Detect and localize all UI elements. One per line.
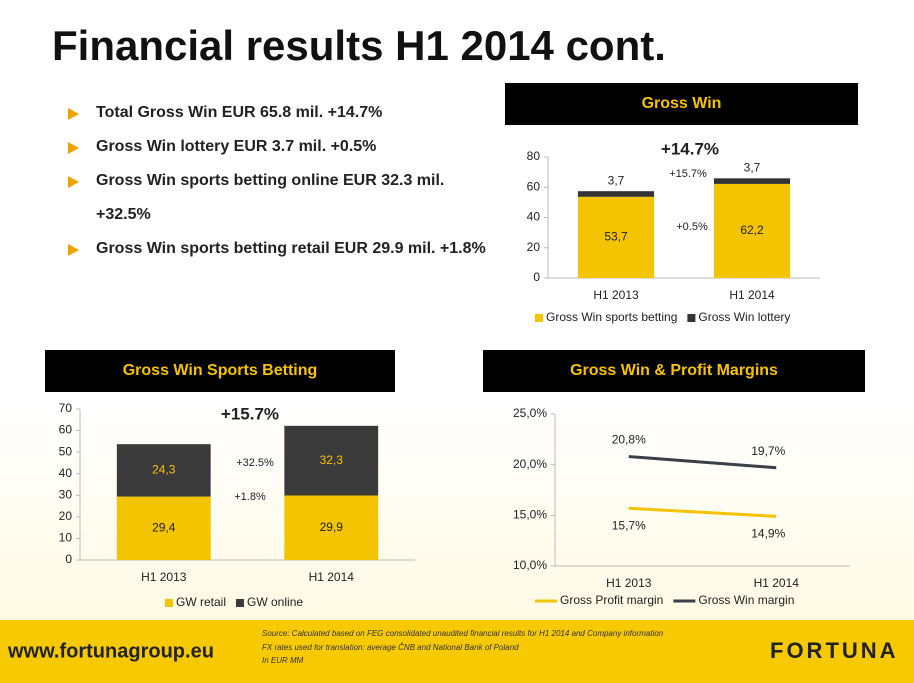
legend-swatch [535, 314, 543, 322]
bar-segment [713, 178, 791, 184]
x-tick-label: H1 2014 [754, 576, 800, 590]
bar-segment [577, 196, 655, 278]
bullet: Gross Win sports betting retail EUR 29.9… [66, 232, 486, 266]
value-label: 20,8% [612, 433, 646, 447]
legend-label: Gross Win lottery [698, 310, 790, 324]
x-tick-label: H1 2013 [141, 570, 187, 584]
y-tick-label: 0 [65, 552, 72, 566]
value-label: 14,9% [751, 527, 785, 541]
legend-label: GW retail [176, 595, 226, 609]
legend-label: GW online [247, 595, 303, 609]
website: www.fortunagroup.eu [7, 640, 214, 662]
value-label: 53,7 [604, 230, 628, 244]
legend-label: Gross Win sports betting [546, 310, 677, 324]
line [628, 455, 777, 470]
value-label: 62,2 [740, 223, 764, 237]
line [628, 506, 777, 518]
value-label: 19,7% [751, 444, 785, 458]
y-tick-label: 20 [59, 509, 73, 523]
y-tick-label: 70 [59, 401, 73, 415]
bar-segment [284, 425, 379, 496]
value-label: 3,7 [744, 160, 761, 174]
bullet: Gross Win lottery EUR 3.7 mil. +0.5% [66, 130, 486, 164]
y-tick-label: 80 [527, 149, 541, 163]
annotation: +0.5% [676, 221, 708, 233]
y-tick-label: 25,0% [513, 406, 547, 420]
source: In EUR MM [262, 656, 304, 665]
chart-header [505, 83, 858, 125]
source: Source: Calculated based on FEG consolid… [262, 629, 664, 638]
value-label: 29,4 [152, 520, 176, 534]
legend-swatch [687, 314, 696, 322]
y-tick-label: 60 [527, 179, 541, 193]
legend-label: Gross Profit margin [560, 593, 663, 607]
annotation: +14.7% [661, 139, 719, 158]
slide-title: Financial results H1 2014 cont. [52, 22, 666, 69]
bar-segment [116, 444, 211, 497]
bullet-list: Total Gross Win EUR 65.8 mil. +14.7% Gro… [66, 96, 486, 266]
footer-band [0, 620, 914, 683]
chart-title: Gross Win Sports Betting [123, 362, 318, 379]
chart-header [45, 350, 395, 392]
value-label: 15,7% [612, 518, 646, 532]
value-label: 24,3 [152, 463, 176, 477]
chart-header [483, 350, 865, 392]
value-label: 32,3 [320, 453, 344, 467]
source: FX rates used for translation: average Č… [262, 643, 519, 652]
y-tick-label: 50 [59, 444, 73, 458]
annotation: +15.7% [221, 404, 279, 423]
y-tick-label: 40 [527, 210, 541, 224]
bar-segment [284, 495, 379, 560]
bullet: Total Gross Win EUR 65.8 mil. +14.7% [66, 96, 486, 130]
logo: FORTUNA [770, 638, 899, 663]
y-tick-label: 10 [59, 531, 73, 545]
y-tick-label: 40 [59, 466, 73, 480]
y-tick-label: 20 [527, 240, 541, 254]
x-tick-label: H1 2014 [729, 288, 775, 302]
x-tick-label: H1 2013 [593, 288, 639, 302]
chart-title: Gross Win & Profit Margins [570, 362, 778, 379]
x-tick-label: H1 2013 [606, 576, 652, 590]
annotation: +15.7% [669, 168, 707, 180]
value-label: 29,9 [320, 520, 344, 534]
legend-label: Gross Win margin [698, 593, 794, 607]
y-tick-label: 30 [59, 487, 73, 501]
y-tick-label: 10,0% [513, 558, 547, 572]
value-label: 3,7 [608, 173, 625, 187]
legend-swatch [236, 599, 245, 607]
y-tick-label: 20,0% [513, 457, 547, 471]
legend-swatch [165, 599, 173, 607]
bar-segment [577, 191, 655, 197]
y-tick-label: 0 [533, 270, 540, 284]
y-tick-label: 15,0% [513, 508, 547, 522]
bar-segment [116, 496, 211, 560]
chart-title: Gross Win [642, 95, 722, 112]
annotation: +32.5% [236, 457, 274, 469]
y-tick-label: 60 [59, 423, 73, 437]
bullet: Gross Win sports betting online EUR 32.3… [66, 164, 486, 232]
x-tick-label: H1 2014 [309, 570, 355, 584]
bar-segment [713, 183, 791, 278]
annotation: +1.8% [234, 491, 266, 503]
